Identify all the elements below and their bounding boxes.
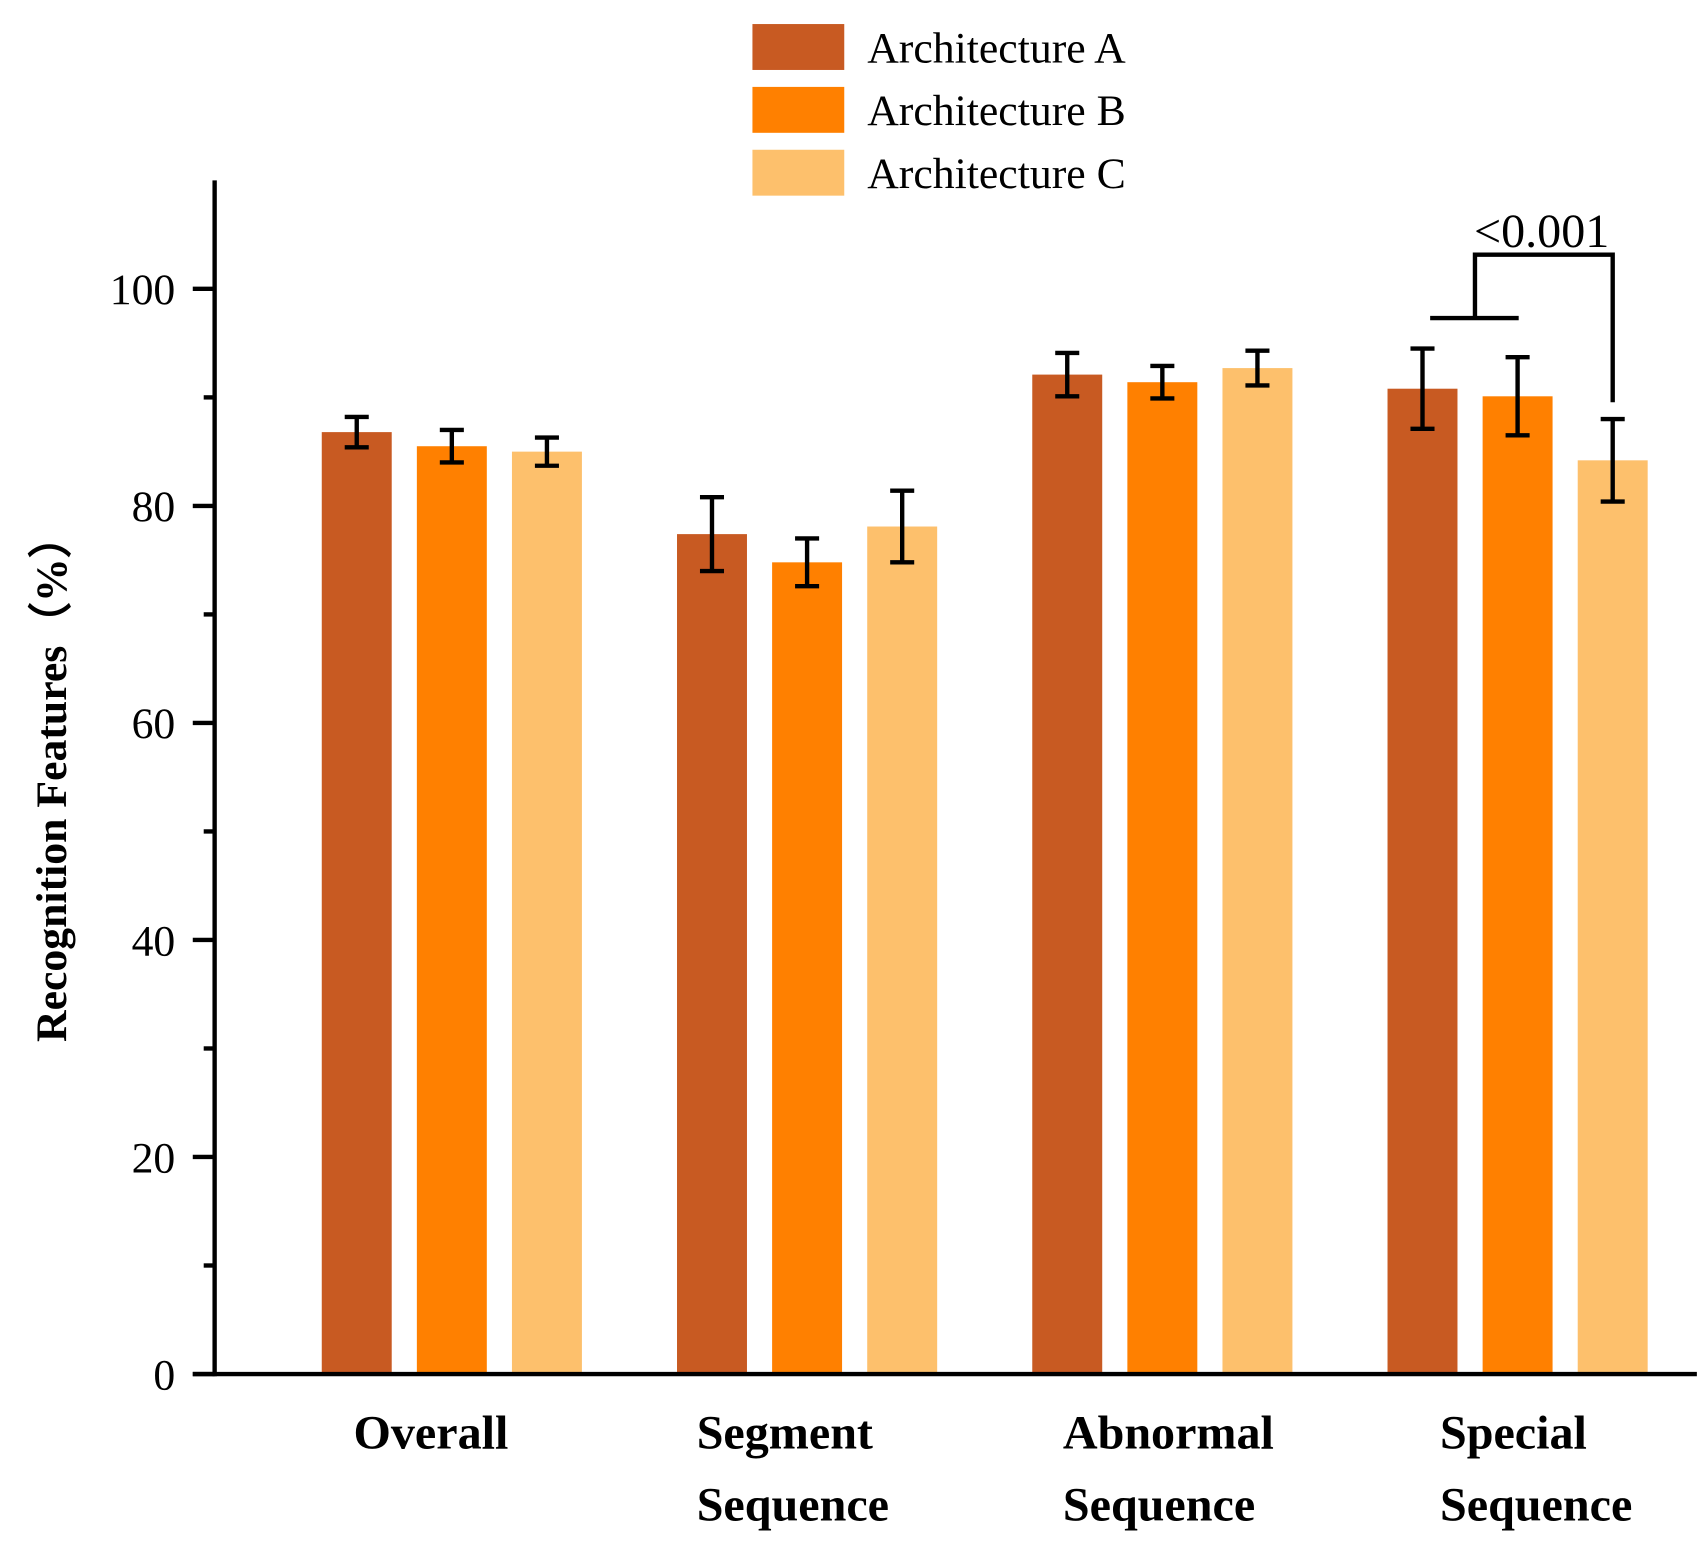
y-tick-label: 100 — [110, 266, 176, 314]
x-tick-label: Sequence — [697, 1478, 889, 1531]
bar-1-2 — [1127, 382, 1198, 1375]
legend-label-2: Architecture C — [867, 150, 1126, 198]
error-bar-2-3 — [1600, 416, 1625, 504]
bar-2-1 — [867, 526, 938, 1375]
x-tick-label: Segment — [697, 1406, 873, 1459]
error-bar-2-1 — [890, 488, 915, 565]
error-bar-1-1 — [795, 536, 820, 589]
error-bar-2-2 — [1245, 348, 1270, 388]
x-tick-label: Special — [1440, 1406, 1587, 1459]
x-tick-label: Sequence — [1063, 1478, 1255, 1531]
x-tick-label: Overall — [353, 1406, 508, 1459]
bar-0-0 — [321, 432, 392, 1375]
legend-label-1: Architecture B — [867, 87, 1126, 135]
error-bar-1-0 — [439, 427, 464, 465]
p-value-annotation: <0.001 — [1474, 205, 1609, 258]
bars-layer — [321, 346, 1648, 1375]
bar-1-3 — [1482, 396, 1553, 1375]
axes-layer: 0 20 40 60 80 100 Overall Segment Sequence Abnorm… — [110, 180, 1697, 1531]
error-bar-2-0 — [534, 435, 559, 468]
error-bar-1-3 — [1505, 355, 1530, 438]
error-bar-0-0 — [344, 414, 369, 450]
legend-swatch-1 — [752, 86, 845, 133]
y-axis-label: Recognition Features（%） — [27, 515, 76, 1042]
significance-bracket: <0.001 — [1430, 205, 1615, 403]
y-tick-label: 60 — [132, 700, 176, 748]
y-tick-label: 80 — [132, 483, 176, 531]
error-bar-1-2 — [1150, 363, 1175, 401]
bar-1-0 — [416, 446, 487, 1375]
bar-0-1 — [677, 534, 747, 1375]
bar-2-0 — [511, 451, 582, 1375]
bar-2-2 — [1222, 368, 1293, 1375]
bar-1-1 — [772, 562, 843, 1375]
error-bar-0-2 — [1055, 350, 1080, 399]
x-tick-label: Abnormal — [1063, 1406, 1274, 1459]
error-bar-0-3 — [1410, 346, 1435, 432]
bar-0-2 — [1032, 374, 1103, 1375]
legend-label-0: Architecture A — [867, 24, 1126, 72]
error-bar-0-1 — [699, 495, 725, 574]
legend-swatch-0 — [752, 24, 845, 70]
y-tick-label: 40 — [132, 917, 176, 965]
legend-swatch-2 — [752, 149, 845, 196]
y-tick-label: 0 — [153, 1351, 175, 1399]
bar-2-3 — [1577, 460, 1648, 1375]
legend: Architecture A Architecture B Architecture… — [752, 24, 1126, 198]
bar-0-3 — [1387, 388, 1458, 1375]
y-tick-label: 20 — [132, 1134, 176, 1182]
x-tick-label: Sequence — [1440, 1478, 1632, 1531]
